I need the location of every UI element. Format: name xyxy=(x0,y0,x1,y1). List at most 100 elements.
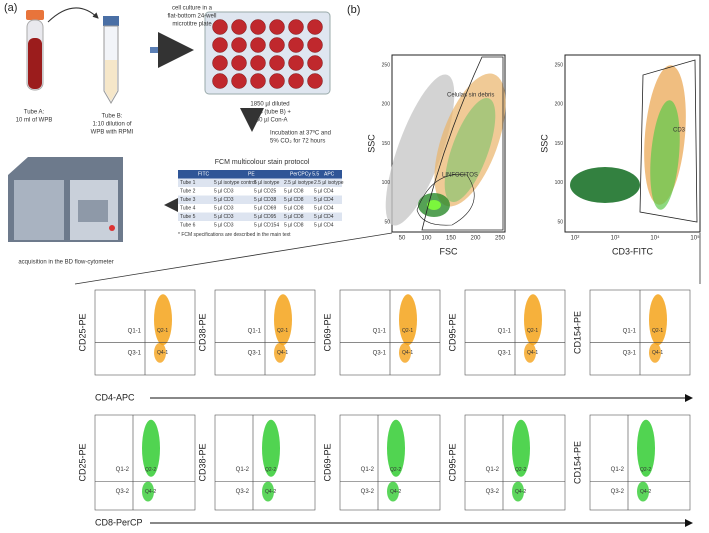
quadrant-label: Q3-2 xyxy=(236,489,250,495)
quadrant-label: Q1-1 xyxy=(623,328,637,334)
quadrant-plot: Q1-2 Q2-2 Q3-2 Q4-2 CD95-PE xyxy=(447,414,566,511)
table-cell: 5 µl CD4 xyxy=(314,197,334,203)
quadrant-label: Q2-1 xyxy=(157,328,168,334)
quadrant-label: Q4-2 xyxy=(515,489,526,495)
y-tick-label: 250 xyxy=(555,62,564,68)
table-cell: 5 µl CD25 xyxy=(254,189,277,195)
x-tick-label: 200 xyxy=(470,236,481,242)
event-cloud xyxy=(637,419,655,477)
x-tick-label: 250 xyxy=(495,236,506,242)
quadrant-plot: Q1-1 Q2-1 Q3-1 Q4-1 CD25-PE xyxy=(77,289,196,376)
quadrant-label: Q3-1 xyxy=(623,350,637,356)
quadrant-label: Q2-2 xyxy=(640,467,651,473)
quadrant-label: Q1-1 xyxy=(128,328,142,334)
event-cloud xyxy=(399,342,411,363)
caption-line: Tube B: xyxy=(102,114,123,120)
event-cloud xyxy=(142,481,154,502)
header-cell: PE xyxy=(248,172,255,178)
well xyxy=(250,55,266,71)
quadrant-label: Q4-1 xyxy=(652,350,663,356)
quadrant-label: Q4-2 xyxy=(390,489,401,495)
table-cell: Tube 4 xyxy=(180,206,196,212)
caption-line: microtitre plate xyxy=(172,22,212,28)
quadrant-label: Q3-2 xyxy=(611,489,625,495)
well xyxy=(307,73,323,89)
caption-line: cell culture in a xyxy=(172,6,213,12)
cytometer xyxy=(8,157,123,242)
quadrant-label: Q1-1 xyxy=(373,328,387,334)
well xyxy=(231,19,247,35)
event-cloud xyxy=(649,294,667,346)
x-axis-label: FSC xyxy=(440,246,459,256)
quadrant-label: Q2-1 xyxy=(652,328,663,334)
event-cloud xyxy=(142,419,160,477)
panel-label: (b) xyxy=(347,4,360,16)
table-cell: 5 µl isotype control xyxy=(214,180,256,186)
quadrant-label: Q2-2 xyxy=(145,467,156,473)
table-title: FCM multicolour stain protocol xyxy=(215,159,310,166)
well xyxy=(212,37,228,53)
table-cell: Tube 2 xyxy=(180,189,196,195)
well xyxy=(288,55,304,71)
table-cell: 5 µl CD3 xyxy=(214,223,234,229)
table-row xyxy=(178,195,342,204)
well xyxy=(250,73,266,89)
well xyxy=(231,37,247,53)
quadrant-label: Q3-1 xyxy=(373,350,387,356)
x-tick-label: 10³ xyxy=(611,236,620,242)
table-cell: Tube 5 xyxy=(180,214,196,220)
quadrant-label: Q1-2 xyxy=(116,467,130,473)
caption-line: 5% CO₂ for 72 hours xyxy=(270,139,325,145)
table-cell: 5 µl CD3 xyxy=(214,197,234,203)
quadrant-label: Q1-2 xyxy=(236,467,250,473)
quadrant-plot: Q1-1 Q2-1 Q3-1 Q4-1 CD69-PE xyxy=(322,289,441,376)
event-cloud xyxy=(512,419,530,477)
well xyxy=(269,55,285,71)
panel-a-text: Tube A: 10 ml of WPB Tube B: 1:10 dilution … xyxy=(16,6,331,266)
well xyxy=(250,19,266,35)
y-tick-label: 100 xyxy=(555,180,564,186)
well xyxy=(231,55,247,71)
caption-line: 1850 µl diluted xyxy=(250,102,289,108)
well xyxy=(231,73,247,89)
tube-a xyxy=(26,10,44,91)
y-axis-label: SSC xyxy=(366,134,376,153)
gate xyxy=(416,174,475,226)
table-cell: 5 µl CD4 xyxy=(314,206,334,212)
well xyxy=(212,19,228,35)
table-cell: 5 µl CD95 xyxy=(254,214,277,220)
x-axis-label: CD3-FITC xyxy=(612,246,653,256)
header-row xyxy=(178,170,342,179)
well xyxy=(288,19,304,35)
y-axis-label: CD154-PE xyxy=(572,441,582,484)
x-tick-label: 10⁴ xyxy=(650,235,660,242)
quadrant-label: Q2-1 xyxy=(527,328,538,334)
quadrant-label: Q1-1 xyxy=(248,328,262,334)
table-cell: 5 µl CD3 xyxy=(214,189,234,195)
table-cell: 5 µl CD154 xyxy=(254,223,279,229)
y-axis-label: SSC xyxy=(539,134,549,153)
y-axis-label: CD69-PE xyxy=(322,443,332,481)
gating-plot: CD3 10² 10³ 10⁴ 10⁵ 50 100 150 200 250 CD3-FITC SSC xyxy=(539,54,701,256)
quadrant-label: Q2-1 xyxy=(277,328,288,334)
quadrant-label: Q3-2 xyxy=(486,489,500,495)
y-axis-label: CD25-PE xyxy=(77,443,87,481)
caption-line: WPB with RPMI xyxy=(91,130,134,136)
quadrant-label: Q1-2 xyxy=(486,467,500,473)
x-tick-label: 150 xyxy=(446,236,457,242)
event-cloud xyxy=(524,342,536,363)
y-axis-label: CD25-PE xyxy=(77,313,87,351)
event-cloud xyxy=(650,100,680,210)
event-cloud xyxy=(512,481,524,502)
panel-label: (a) xyxy=(4,2,17,14)
quadrant-label: Q4-1 xyxy=(157,350,168,356)
caption-line: 150 µl Con-A xyxy=(252,118,287,124)
table-cell: 5 µl CD8 xyxy=(284,189,304,195)
table-cell: 5 µl CD8 xyxy=(284,206,304,212)
header-cell: APC xyxy=(324,172,335,178)
well xyxy=(269,19,285,35)
x-axis-label: CD8-PerCP xyxy=(95,517,143,527)
table-row xyxy=(178,178,342,187)
